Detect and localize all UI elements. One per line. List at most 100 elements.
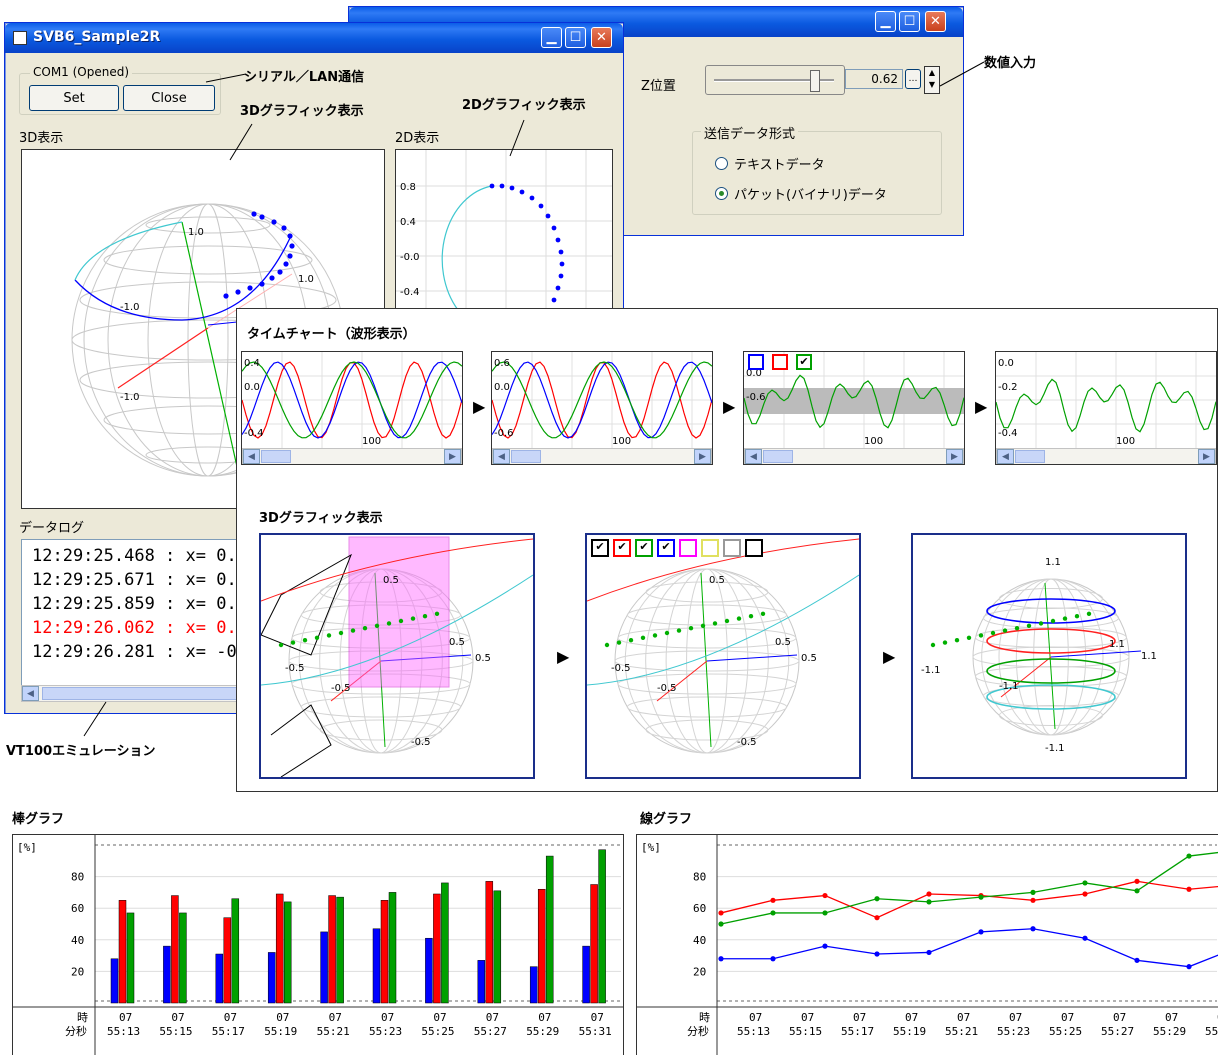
- series-checkbox[interactable]: ✔: [591, 539, 609, 557]
- series-checkbox[interactable]: [745, 539, 763, 557]
- trail-point: [374, 623, 380, 628]
- timechart-panel[interactable]: 0.0 -0.2 -0.4 100 ◀ ▶: [995, 351, 1217, 465]
- z-slider-thumb[interactable]: [810, 70, 820, 92]
- axis-label: -1.1: [921, 665, 941, 676]
- category-label: 55:21: [317, 1025, 350, 1038]
- bar: [582, 945, 590, 1004]
- graphics3d-panel[interactable]: 0.5 0.5 0.5 -0.5 -0.5 -0.5 ✔ ✔ ✔ ✔: [585, 533, 861, 779]
- trail-point: [555, 237, 561, 243]
- graphics3d-panel[interactable]: 1.1 1.1 1.1 -1.1 -1.1 -1.1: [911, 533, 1187, 779]
- scroll-thumb[interactable]: [511, 450, 541, 463]
- x-row-label: 分秒: [687, 1024, 709, 1038]
- hour-label: 07: [957, 1011, 970, 1024]
- timechart-scrollbar[interactable]: ◀ ▶: [996, 448, 1216, 464]
- minimize-button[interactable]: ▁: [541, 27, 562, 48]
- maximize-button[interactable]: ☐: [565, 27, 586, 48]
- hour-label: 07: [1061, 1011, 1074, 1024]
- plot2d-tick: 0.4: [400, 217, 416, 228]
- bar-chart-heading: 棒グラフ: [12, 812, 65, 827]
- z-value-text: 0.62: [871, 72, 898, 86]
- series-checkbox[interactable]: ✔: [657, 539, 675, 557]
- bar: [590, 884, 598, 1004]
- scroll-left-button[interactable]: ◀: [745, 449, 762, 464]
- series-checkbox[interactable]: [772, 354, 788, 370]
- hour-label: 07: [329, 1011, 342, 1024]
- axis-label: 0.5: [383, 575, 399, 586]
- trail-point: [434, 611, 440, 616]
- series-checkbox[interactable]: [701, 539, 719, 557]
- trail-point: [350, 628, 356, 633]
- scroll-thumb[interactable]: [763, 450, 793, 463]
- series-checkbox[interactable]: [679, 539, 697, 557]
- z-slider[interactable]: [705, 65, 845, 95]
- category-label: 55:25: [421, 1025, 454, 1038]
- trail-point: [302, 638, 308, 643]
- radio-text-indicator[interactable]: [715, 157, 728, 170]
- scroll-left-button[interactable]: ◀: [22, 686, 39, 701]
- set-button[interactable]: Set: [29, 85, 119, 111]
- close-window-button[interactable]: ✕: [591, 27, 612, 48]
- log-line: 12:29:26.062 : x= 0.: [32, 618, 237, 638]
- scroll-thumb[interactable]: [261, 450, 291, 463]
- bar: [425, 937, 433, 1004]
- data-point: [1134, 888, 1140, 894]
- hour-label: 07: [591, 1011, 604, 1024]
- series-checkbox[interactable]: [748, 354, 764, 370]
- scroll-right-button[interactable]: ▶: [444, 449, 461, 464]
- graphics3d-panel[interactable]: 0.5 0.5 0.5 -0.5 -0.5 -0.5: [259, 533, 535, 779]
- z-value-field[interactable]: 0.62: [845, 69, 903, 89]
- bar: [231, 898, 240, 1004]
- close-window-button[interactable]: ✕: [925, 11, 946, 32]
- z-position-label: Z位置: [641, 79, 676, 94]
- scroll-thumb[interactable]: [42, 687, 242, 700]
- hour-label: 07: [749, 1011, 762, 1024]
- bar: [275, 893, 284, 1004]
- category-label: 55:15: [789, 1025, 822, 1038]
- view-2d[interactable]: 0.8 0.4 -0.0 -0.4: [395, 149, 613, 329]
- series-checkbox[interactable]: [723, 539, 741, 557]
- radio-packet-indicator[interactable]: [715, 187, 728, 200]
- scroll-left-button[interactable]: ◀: [243, 449, 260, 464]
- scroll-left-button[interactable]: ◀: [493, 449, 510, 464]
- data-point: [926, 949, 932, 956]
- close-icon: ✕: [596, 30, 607, 45]
- trail-point: [551, 297, 557, 303]
- label-3d: 3D表示: [19, 131, 64, 146]
- data-point: [822, 943, 828, 949]
- scroll-right-button[interactable]: ▶: [946, 449, 963, 464]
- x-tick-label: 100: [864, 436, 883, 447]
- series-checkbox[interactable]: ✔: [635, 539, 653, 557]
- radio-packet-data[interactable]: パケット(バイナリ)データ: [715, 184, 887, 203]
- tick-label: 0.0: [998, 358, 1014, 369]
- maximize-button[interactable]: ☐: [899, 11, 920, 32]
- bar: [529, 966, 538, 1004]
- radio-text-data[interactable]: テキストデータ: [715, 154, 825, 173]
- timechart-panel[interactable]: 0.6 0.0 -0.6 100 ◀ ▶: [491, 351, 713, 465]
- z-browse-button[interactable]: …: [905, 69, 921, 89]
- scroll-thumb[interactable]: [1015, 450, 1045, 463]
- timechart-panel[interactable]: 0.4 0.0 -0.4 100 ◀ ▶: [241, 351, 463, 465]
- datalog-terminal[interactable]: 12:29:25.468 : x= 0. 12:29:25.671 : x= 0.…: [21, 539, 249, 687]
- timechart-scrollbar[interactable]: ◀ ▶: [492, 448, 712, 464]
- datalog-scrollbar[interactable]: ◀: [21, 685, 249, 702]
- timechart-scrollbar[interactable]: ◀ ▶: [744, 448, 964, 464]
- z-spinner[interactable]: ▲ ▼: [924, 66, 940, 94]
- scroll-right-button[interactable]: ▶: [1198, 449, 1215, 464]
- timechart-scrollbar[interactable]: ◀ ▶: [242, 448, 462, 464]
- sphere-label: 1.0: [188, 227, 204, 238]
- data-point: [770, 910, 776, 916]
- y-tick-label: 60: [71, 902, 84, 915]
- scroll-right-button[interactable]: ▶: [694, 449, 711, 464]
- minimize-button[interactable]: ▁: [875, 11, 896, 32]
- line-chart: 20406080[%]時分秒0755:130755:150755:170755:…: [637, 835, 1218, 1055]
- series-checkbox[interactable]: ✔: [796, 354, 812, 370]
- trail-point: [289, 243, 295, 249]
- sphere-label: -1.0: [120, 302, 140, 313]
- close-button[interactable]: Close: [123, 85, 215, 111]
- bar: [179, 912, 187, 1004]
- trail-point: [1038, 621, 1044, 626]
- scroll-left-button[interactable]: ◀: [997, 449, 1014, 464]
- series-checkbox[interactable]: ✔: [613, 539, 631, 557]
- trail-point: [724, 618, 730, 624]
- timechart-panel[interactable]: 0.0 -0.6 100 ✔ ◀ ▶: [743, 351, 965, 465]
